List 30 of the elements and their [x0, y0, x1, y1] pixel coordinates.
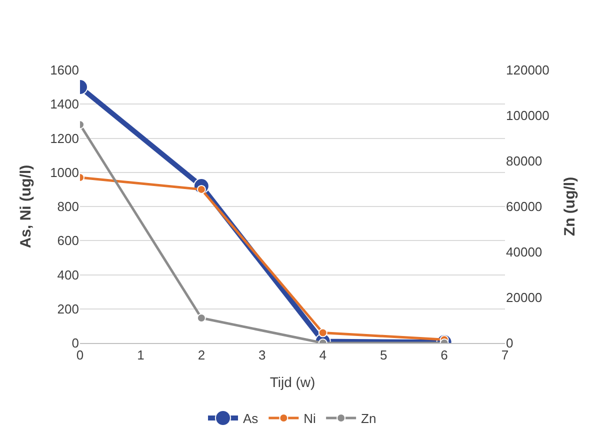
- point: [318, 328, 328, 338]
- y-axis-title: As, Ni (ug/l): [17, 164, 34, 248]
- y-tick-label: 0: [72, 336, 79, 351]
- y2-tick-label: 60000: [506, 199, 542, 214]
- y-tick-label: 1200: [50, 130, 79, 146]
- y2-axis-title: Zn (ug/l): [561, 176, 578, 236]
- x-tick-label: 2: [198, 348, 206, 363]
- x-tick-label: 5: [380, 348, 388, 363]
- legend-label: Ni: [304, 411, 316, 426]
- legend-label: Zn: [361, 411, 376, 426]
- y-tick-label: 1400: [50, 96, 79, 112]
- legend-label: As: [243, 411, 259, 426]
- x-tick-label: 1: [137, 348, 144, 363]
- y2-tick-label: 80000: [506, 154, 542, 169]
- y-tick-label: 600: [57, 233, 79, 248]
- y-tick-label: 800: [57, 199, 79, 214]
- y-tick-label: 1600: [50, 62, 79, 78]
- y2-tick-label: 100000: [506, 108, 550, 124]
- y2-tick-label: 120000: [506, 62, 550, 78]
- x-tick-label: 3: [258, 348, 266, 363]
- x-tick-label: 7: [501, 348, 509, 363]
- x-tick-label: 6: [440, 348, 448, 363]
- x-tick-label: 4: [319, 348, 326, 363]
- x-axis-title: Tijd (w): [270, 374, 316, 390]
- y2-tick-label: 0: [506, 336, 514, 351]
- y-tick-label: 200: [57, 301, 79, 316]
- y-tick-label: 1000: [50, 164, 79, 180]
- y2-tick-label: 40000: [506, 244, 542, 260]
- y-tick-label: 400: [57, 267, 79, 282]
- y2-tick-label: 20000: [506, 290, 542, 306]
